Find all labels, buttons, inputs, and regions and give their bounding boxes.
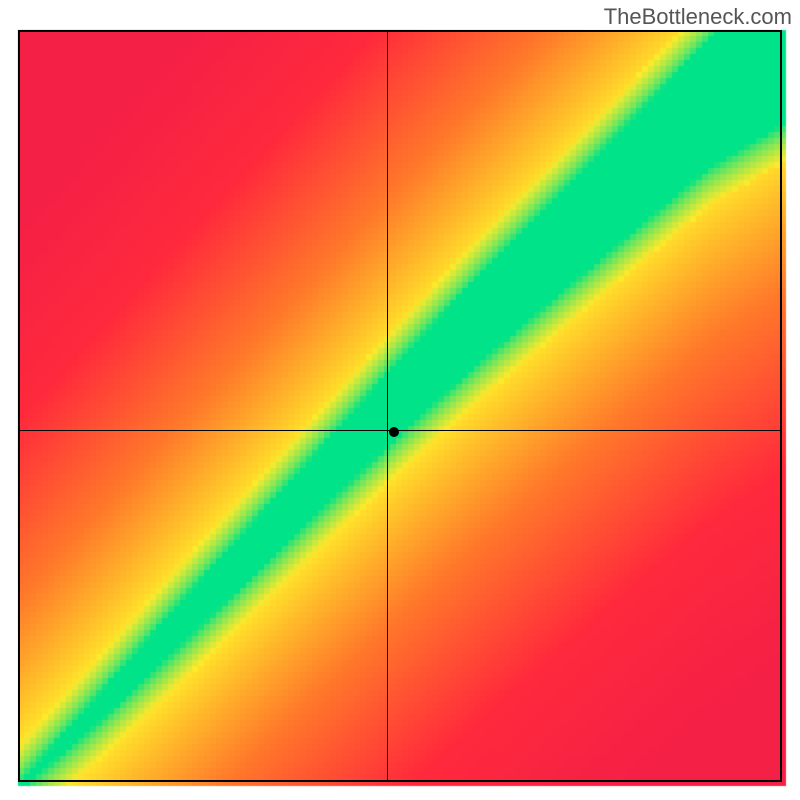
heatmap-canvas xyxy=(0,0,800,800)
chart-container: TheBottleneck.com xyxy=(0,0,800,800)
